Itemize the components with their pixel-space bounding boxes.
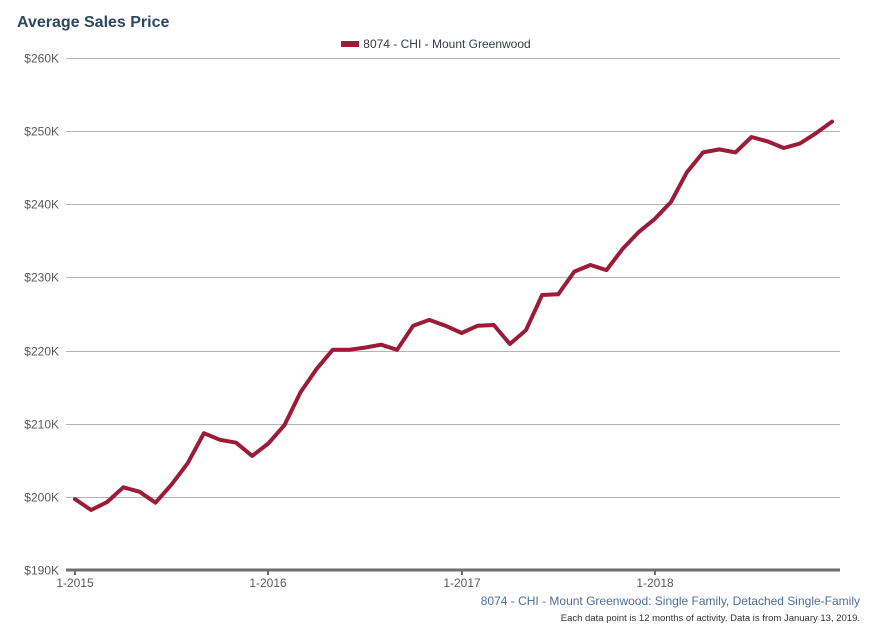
- y-tick-label: $190K: [24, 564, 59, 578]
- chart-title: Average Sales Price: [17, 14, 170, 31]
- y-tick-label: $210K: [24, 418, 59, 432]
- series-group: [73, 119, 834, 512]
- y-tick-label: $260K: [24, 52, 59, 66]
- chart-note: Each data point is 12 months of activity…: [560, 613, 860, 624]
- y-axis-labels: $190K $200K $210K $220K $230K $240K $250K $260K: [24, 52, 59, 578]
- legend: 8074 - CHI - Mount Greenwood: [0, 37, 872, 51]
- y-tick-label: $240K: [24, 198, 59, 212]
- chart-subtitle: 8074 - CHI - Mount Greenwood: Single Fam…: [480, 594, 860, 608]
- gridlines: [66, 58, 840, 498]
- x-axis: 1-2015 1-2016 1-2017 1-2018: [56, 568, 840, 590]
- y-tick-label: $220K: [24, 345, 59, 359]
- legend-label: 8074 - CHI - Mount Greenwood: [363, 37, 531, 51]
- y-tick-label: $230K: [24, 271, 59, 285]
- x-tick-label: 1-2017: [443, 576, 481, 590]
- y-tick-label: $200K: [24, 491, 59, 505]
- legend-swatch: [341, 40, 360, 47]
- x-tick-label: 1-2016: [249, 576, 287, 590]
- y-tick-label: $250K: [24, 125, 59, 139]
- x-tick-label: 1-2015: [56, 576, 94, 590]
- x-tick-label: 1-2018: [636, 576, 674, 590]
- series-line: [73, 119, 834, 512]
